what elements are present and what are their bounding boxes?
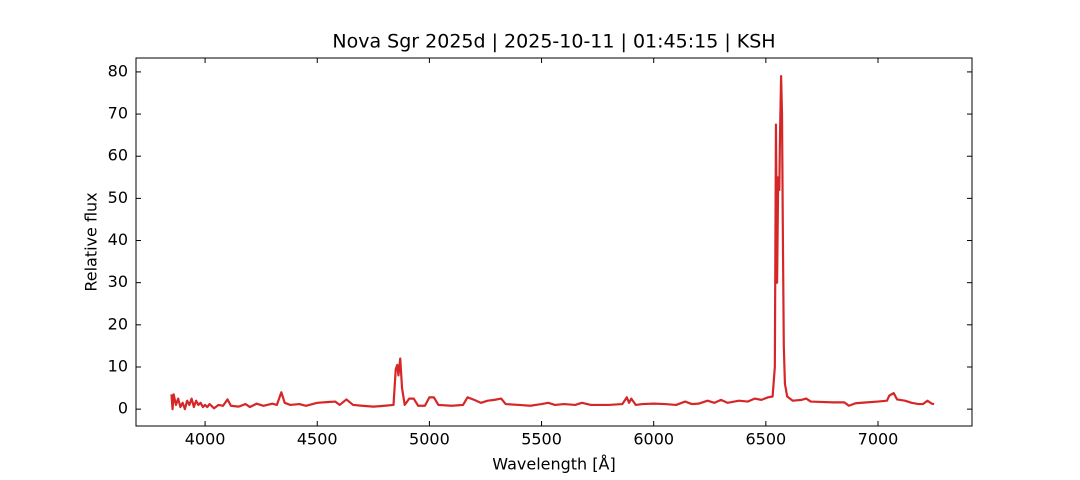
x-tick-label: 5000 bbox=[409, 430, 450, 449]
y-tick-label: 50 bbox=[108, 188, 128, 207]
y-tick-label: 20 bbox=[108, 314, 128, 333]
chart-title: Nova Sgr 2025d | 2025-10-11 | 01:45:15 |… bbox=[332, 31, 775, 53]
x-tick-label: 4000 bbox=[185, 430, 226, 449]
y-tick-label: 80 bbox=[108, 61, 128, 80]
x-tick-label: 6000 bbox=[633, 430, 674, 449]
x-tick-label: 4500 bbox=[297, 430, 338, 449]
y-tick-label: 40 bbox=[108, 230, 128, 249]
y-tick-label: 0 bbox=[118, 399, 128, 418]
y-tick-label: 30 bbox=[108, 272, 128, 291]
y-tick-label: 10 bbox=[108, 356, 128, 375]
spectrum-line bbox=[170, 75, 935, 411]
x-tick-label: 7000 bbox=[858, 430, 899, 449]
y-tick-label: 70 bbox=[108, 104, 128, 123]
x-tick-label: 6500 bbox=[746, 430, 787, 449]
y-tick-label: 60 bbox=[108, 146, 128, 165]
x-tick-label: 5500 bbox=[521, 430, 562, 449]
x-axis-label: Wavelength [Å] bbox=[492, 455, 615, 474]
plot-frame bbox=[135, 57, 973, 427]
y-axis-label: Relative flux bbox=[82, 192, 101, 291]
